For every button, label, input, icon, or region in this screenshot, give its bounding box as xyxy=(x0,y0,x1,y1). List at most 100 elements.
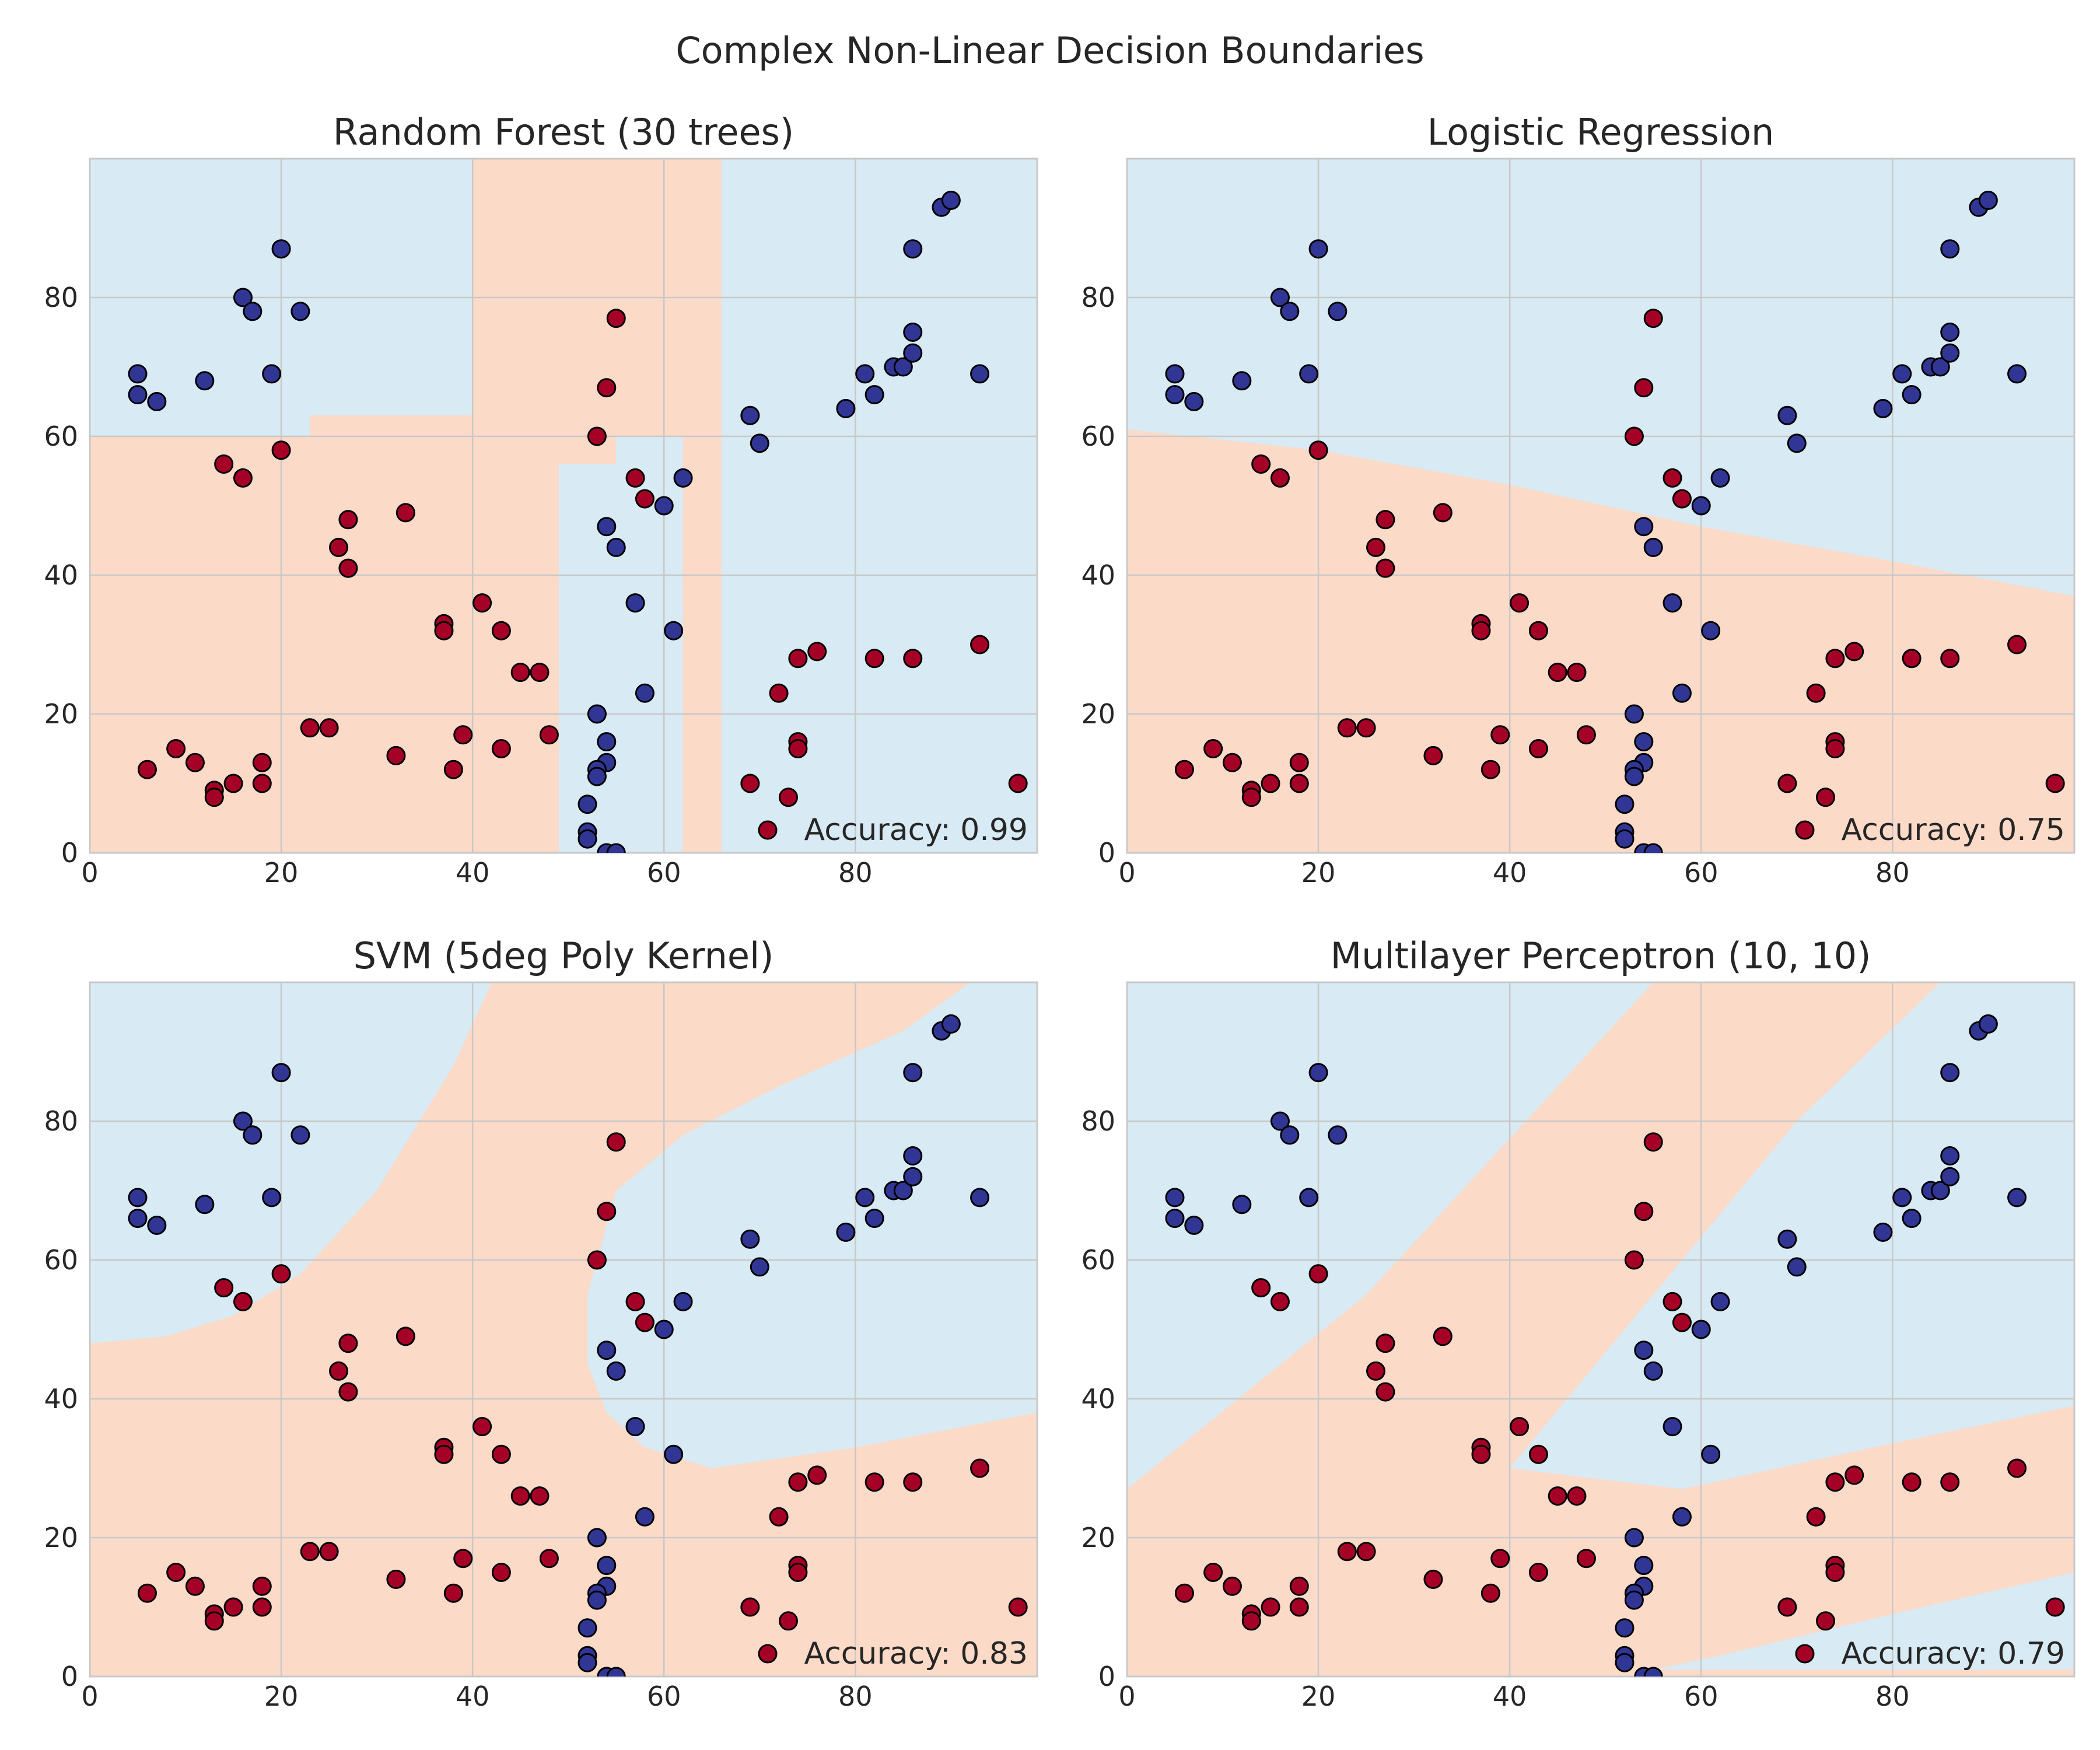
y-tick-label: 0 xyxy=(61,837,78,869)
subplot-4: Multilayer Perceptron (10, 10) 0 20 40 60 80 0… xyxy=(1081,935,2076,1712)
point-class1 xyxy=(1624,426,1644,446)
point-class0 xyxy=(1184,1216,1204,1235)
point-class1 xyxy=(2007,1458,2027,1478)
point-class1 xyxy=(1643,309,1663,328)
point-class0 xyxy=(1308,1063,1328,1083)
point-class0 xyxy=(1299,364,1319,384)
point-class1 xyxy=(1376,1334,1395,1353)
point-class1 xyxy=(1308,1264,1328,1284)
point-class0 xyxy=(597,732,617,752)
point-class0 xyxy=(233,288,253,307)
point-class0 xyxy=(1184,392,1204,411)
x-tick-label: 40 xyxy=(1493,1681,1527,1712)
point-class1 xyxy=(1845,1465,1864,1485)
y-tick-label: 60 xyxy=(1081,421,1115,452)
point-class1 xyxy=(864,649,884,668)
y-tick-label: 0 xyxy=(1098,1661,1115,1692)
point-class0 xyxy=(1701,1444,1721,1464)
point-class1 xyxy=(2045,1597,2065,1617)
point-class1 xyxy=(491,739,511,758)
point-class0 xyxy=(1280,1125,1300,1145)
point-class0 xyxy=(1165,1188,1185,1208)
x-tick-label: 80 xyxy=(1875,857,1910,888)
point-class1 xyxy=(788,649,808,668)
point-class0 xyxy=(836,1222,856,1242)
point-class0 xyxy=(233,1111,253,1131)
point-class0 xyxy=(262,1188,282,1208)
point-class0 xyxy=(1873,398,1893,418)
point-class0 xyxy=(1940,323,1960,342)
point-class1 xyxy=(473,1417,492,1437)
point-class0 xyxy=(864,1209,884,1228)
point-class1 xyxy=(185,752,205,772)
point-class0 xyxy=(903,239,923,259)
point-class1 xyxy=(1261,774,1280,793)
point-class1 xyxy=(1433,503,1452,523)
x-tick-label: 20 xyxy=(264,1681,299,1712)
point-class0 xyxy=(1624,1528,1644,1548)
point-class1 xyxy=(252,1597,272,1617)
point-class0 xyxy=(1940,239,1960,259)
point-class1 xyxy=(233,468,253,488)
accuracy-legend: Accuracy: 0.99 xyxy=(758,813,1028,848)
point-class1 xyxy=(453,725,473,745)
point-class0 xyxy=(635,683,654,703)
point-class1 xyxy=(386,1569,406,1589)
y-tick-label: 20 xyxy=(44,698,78,730)
axes-frame xyxy=(89,981,1038,1678)
x-tick-label: 0 xyxy=(81,1681,98,1712)
point-class0 xyxy=(1634,1340,1654,1360)
point-class1 xyxy=(740,1597,760,1617)
point-class1 xyxy=(443,1583,463,1603)
y-tick-label: 40 xyxy=(44,559,78,591)
y-tick-label: 20 xyxy=(1081,698,1115,730)
point-class1 xyxy=(1902,1472,1922,1492)
point-class1 xyxy=(1366,1361,1386,1381)
point-class1 xyxy=(2045,774,2065,793)
point-class0 xyxy=(654,1320,674,1339)
point-class0 xyxy=(195,371,215,391)
point-class1 xyxy=(214,1278,234,1298)
point-class1 xyxy=(329,537,349,557)
point-class1 xyxy=(1203,1563,1223,1582)
point-class1 xyxy=(1777,1597,1797,1617)
point-class1 xyxy=(1662,1292,1682,1311)
point-class1 xyxy=(491,1563,511,1582)
y-tick-label: 0 xyxy=(1098,837,1115,869)
point-class0 xyxy=(855,1188,875,1208)
point-class1 xyxy=(1845,642,1864,662)
point-class0 xyxy=(1165,1209,1185,1228)
point-class1 xyxy=(185,1576,205,1596)
point-class1 xyxy=(1815,788,1835,807)
point-class0 xyxy=(587,766,607,786)
point-class1 xyxy=(396,1326,415,1346)
point-class0 xyxy=(243,302,262,321)
point-class1 xyxy=(137,1583,157,1603)
point-class1 xyxy=(1241,1611,1261,1631)
point-class1 xyxy=(1528,1444,1548,1464)
point-class0 xyxy=(2007,364,2027,384)
point-class1 xyxy=(1471,621,1491,640)
point-class0 xyxy=(673,1292,693,1311)
point-class0 xyxy=(1643,843,1663,853)
point-class1 xyxy=(1008,774,1028,793)
subplot-title: Random Forest (30 trees) xyxy=(333,111,794,153)
point-class1 xyxy=(252,774,272,793)
point-class0 xyxy=(893,357,913,377)
point-class1 xyxy=(788,739,808,758)
point-class0 xyxy=(1615,794,1634,814)
point-class1 xyxy=(271,440,291,460)
point-class1 xyxy=(386,746,406,765)
point-class1 xyxy=(625,468,645,488)
point-class0 xyxy=(597,1556,617,1576)
x-tick-label: 20 xyxy=(264,857,299,888)
point-class1 xyxy=(1222,752,1242,772)
point-class1 xyxy=(1251,1278,1271,1298)
point-class0 xyxy=(1232,1195,1252,1214)
point-class1 xyxy=(1528,1563,1548,1582)
point-class1 xyxy=(396,503,415,523)
legend-marker xyxy=(1795,820,1815,840)
point-class0 xyxy=(1978,1014,1998,1034)
point-class1 xyxy=(606,1132,626,1152)
point-class1 xyxy=(1672,1312,1692,1332)
